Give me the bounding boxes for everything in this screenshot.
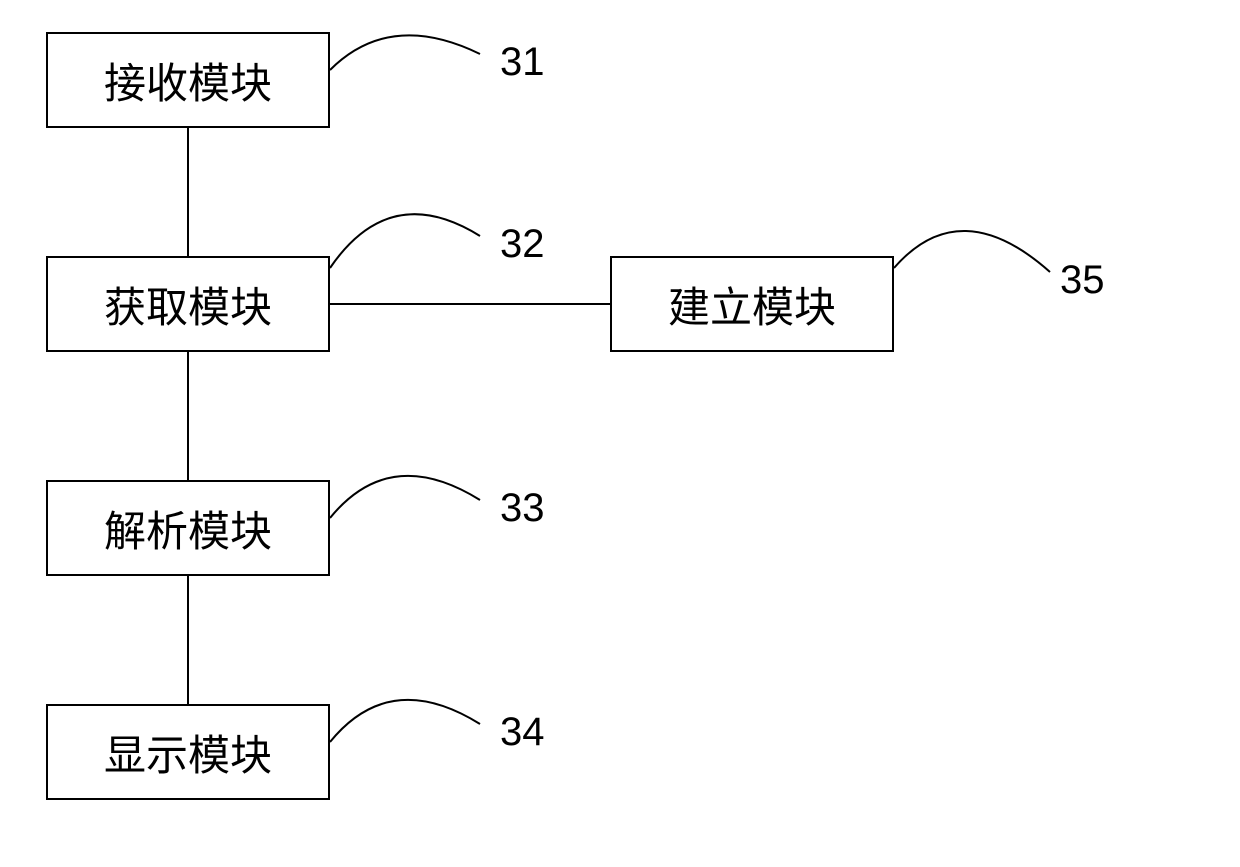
box-label: 解析模块 — [104, 498, 272, 559]
box-label: 显示模块 — [104, 722, 272, 783]
callout-label-34: 34 — [500, 710, 545, 755]
box-label: 接收模块 — [104, 50, 272, 111]
callout-label-33: 33 — [500, 486, 545, 531]
box-receive-module: 接收模块 — [46, 32, 330, 128]
diagram-canvas: 接收模块 获取模块 解析模块 显示模块 建立模块 31 32 33 34 35 — [0, 0, 1240, 867]
callout-label-31: 31 — [500, 40, 545, 85]
box-establish-module: 建立模块 — [610, 256, 894, 352]
box-label: 建立模块 — [668, 274, 836, 335]
box-label: 获取模块 — [104, 274, 272, 335]
box-acquire-module: 获取模块 — [46, 256, 330, 352]
callout-label-35: 35 — [1060, 258, 1105, 303]
callout-label-32: 32 — [500, 222, 545, 267]
box-display-module: 显示模块 — [46, 704, 330, 800]
box-parse-module: 解析模块 — [46, 480, 330, 576]
